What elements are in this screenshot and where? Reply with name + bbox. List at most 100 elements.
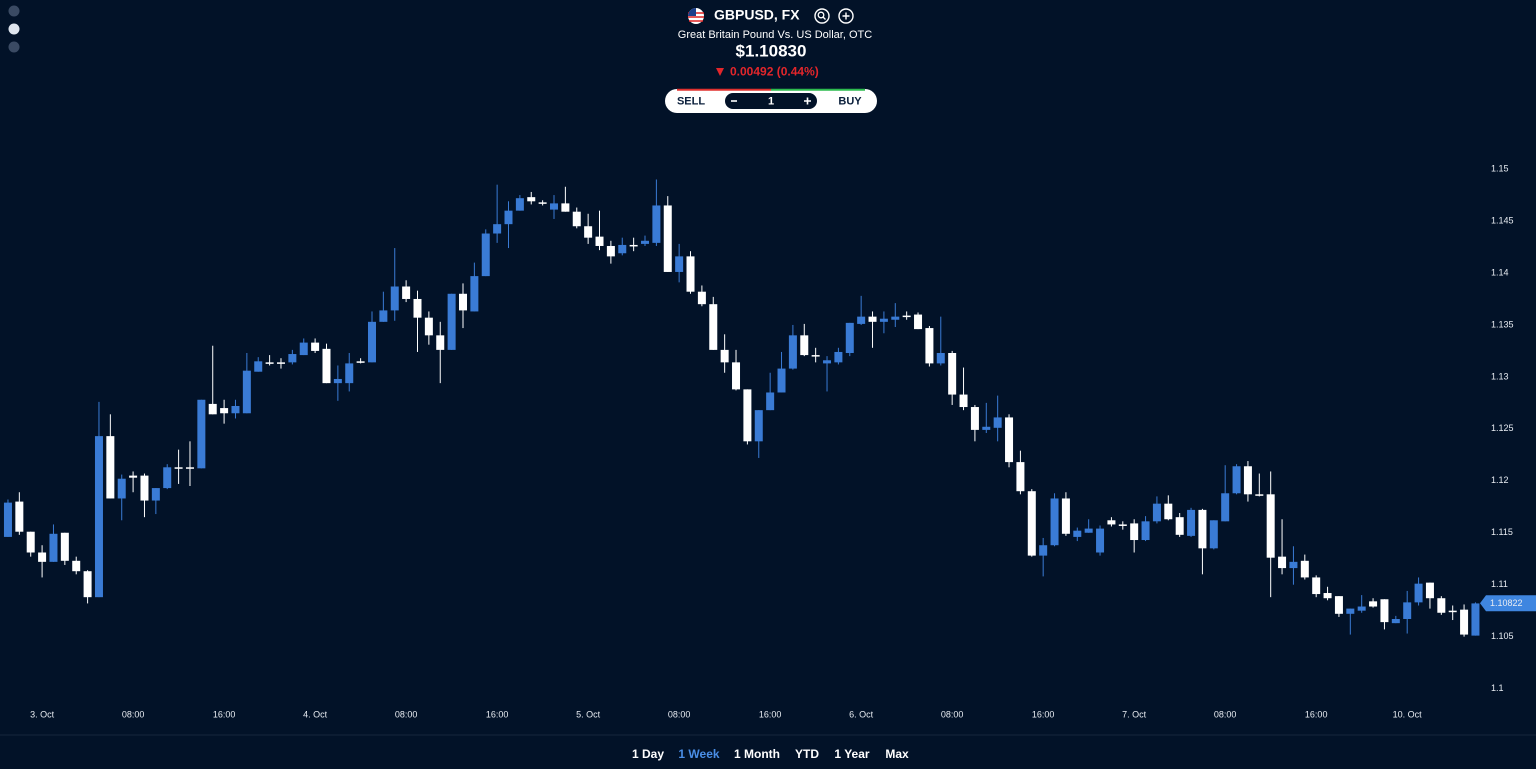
candle-body [1380,599,1389,623]
candle-body [402,286,411,299]
x-tick-label: 08:00 [395,709,418,719]
range-button[interactable]: Max [885,747,909,761]
candle-body [1130,523,1139,541]
candle-body [1107,520,1116,525]
candle-body [299,342,308,356]
candle-body [527,197,536,202]
candle-body [515,198,524,211]
x-tick-label: 10. Oct [1393,709,1423,719]
instrument-name: Great Britain Pound Vs. US Dollar, OTC [678,29,872,41]
x-tick-label: 7. Oct [1122,709,1147,719]
candle-body [1460,609,1469,635]
candle-body [413,298,422,318]
candle-body [697,291,706,305]
candle-body [982,426,991,430]
x-tick-label: 16:00 [1032,709,1055,719]
candle-body [424,317,433,336]
y-tick-label: 1.105 [1491,631,1514,641]
candle-body [788,335,797,369]
range-button[interactable]: 1 Day [632,747,664,761]
add-button[interactable] [838,8,854,24]
candle-body [333,378,342,384]
candle-body [1448,610,1457,613]
x-tick-label: 08:00 [1214,709,1237,719]
candle-body [902,315,911,318]
candle-body [276,362,285,364]
candle-body [584,226,593,238]
candle-body [1039,545,1048,556]
x-tick-label: 16:00 [1305,709,1328,719]
candle-body [754,410,763,442]
x-tick-label: 16:00 [759,709,782,719]
candle-body [1221,493,1230,522]
candle-body [60,532,69,561]
search-button[interactable] [814,8,830,24]
x-tick-label: 08:00 [668,709,691,719]
candle-body [868,316,877,322]
candle-body [1425,582,1434,599]
y-tick-label: 1.14 [1491,267,1509,277]
candle-body [1391,618,1400,624]
candle-body [811,355,820,357]
candle-body [311,342,320,351]
candle-body [732,362,741,390]
candle-body [538,202,547,204]
quantity[interactable]: 1 [768,95,774,107]
range-button[interactable]: 1 Year [834,747,869,761]
candle-body [1266,494,1275,558]
candle-body [1175,517,1184,535]
candle-body [595,236,604,246]
x-tick-label: 4. Oct [303,709,328,719]
candle-body [140,475,149,501]
range-button[interactable]: YTD [795,747,819,761]
candle-body [948,353,957,395]
candle-body [447,293,456,350]
candle-body [208,403,217,415]
candle-body [777,368,786,393]
candle-body [1198,509,1207,549]
candle-body [1016,462,1025,492]
buy-button[interactable]: BUY [838,95,862,107]
x-tick-label: 08:00 [122,709,145,719]
candle-body [288,354,297,363]
candle-body [436,335,445,350]
candle-body [879,318,888,322]
icon-settings[interactable] [8,41,20,53]
y-tick-label: 1.135 [1491,319,1514,329]
candle-body [493,224,502,234]
candle-body [3,502,12,537]
candle-body [117,478,126,499]
sell-button[interactable]: SELL [677,95,705,107]
candle-body [265,362,274,364]
x-tick-label: 16:00 [486,709,509,719]
candle-body [1005,417,1014,463]
candle-body [1243,466,1252,495]
candle-body [1164,503,1173,520]
candle-body [1278,556,1287,569]
candle-body [663,205,672,272]
icon-draw[interactable] [8,5,20,17]
candle-body [163,467,172,489]
range-button[interactable]: 1 Month [734,747,780,761]
x-tick-label: 08:00 [941,709,964,719]
candle-body [1334,596,1343,614]
candle-body [1312,577,1321,595]
candle-body [1118,524,1127,526]
y-tick-label: 1.13 [1491,371,1509,381]
candle-body [15,501,24,532]
candle-body [959,394,968,408]
candle-body [94,436,103,598]
candle-body [345,363,354,384]
range-button[interactable]: 1 Week [678,747,719,761]
candle-body [1073,530,1082,537]
y-tick-label: 1.115 [1491,527,1513,537]
candle-body [1357,606,1366,611]
icon-indicator[interactable] [8,23,20,35]
candle-body [652,205,661,243]
y-tick-label: 1.12 [1491,475,1509,485]
x-tick-label: 3. Oct [30,709,55,719]
candle-body [561,203,570,212]
candle-body [550,203,559,210]
candle-body [766,392,775,411]
